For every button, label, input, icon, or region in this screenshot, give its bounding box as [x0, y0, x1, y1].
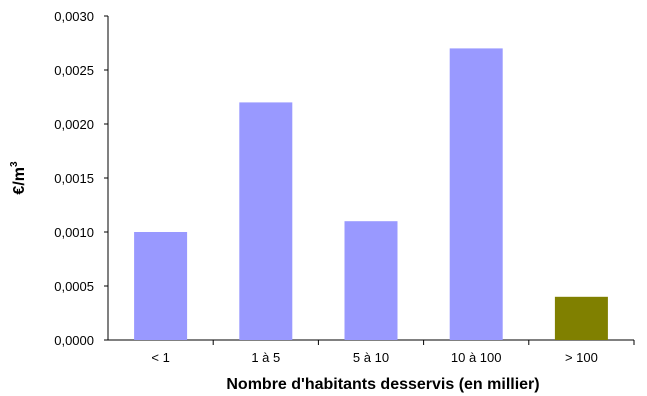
y-tick-label: 0,0020: [54, 117, 94, 132]
y-axis-title-main: €/m: [11, 167, 28, 195]
x-tick-label: 1 à 5: [251, 350, 280, 365]
y-tick-label: 0,0015: [54, 171, 94, 186]
x-tick-label: > 100: [565, 350, 598, 365]
bar: [239, 102, 293, 341]
bar: [449, 48, 503, 341]
y-tick-label: 0,0010: [54, 225, 94, 240]
y-tick-label: 0,0000: [54, 333, 94, 348]
x-tick-label: 10 à 100: [451, 350, 502, 365]
y-axis-title-superscript: 3: [9, 161, 20, 167]
bar: [554, 296, 608, 340]
x-tick-label: 5 à 10: [353, 350, 389, 365]
bar: [134, 232, 188, 340]
y-tick-label: 0,0030: [54, 9, 94, 24]
x-axis-title: Nombre d'habitants desservis (en millier…: [226, 376, 539, 393]
plot-area: 0,0000 0,0005 0,0010 0,0015 0,0020 0,0025 0,00…: [54, 9, 635, 365]
x-tick-label: < 1: [151, 350, 169, 365]
y-axis-title: €/m3: [9, 161, 28, 195]
bar: [344, 221, 398, 340]
y-tick-label: 0,0005: [54, 279, 94, 294]
y-tick-label: 0,0025: [54, 63, 94, 78]
